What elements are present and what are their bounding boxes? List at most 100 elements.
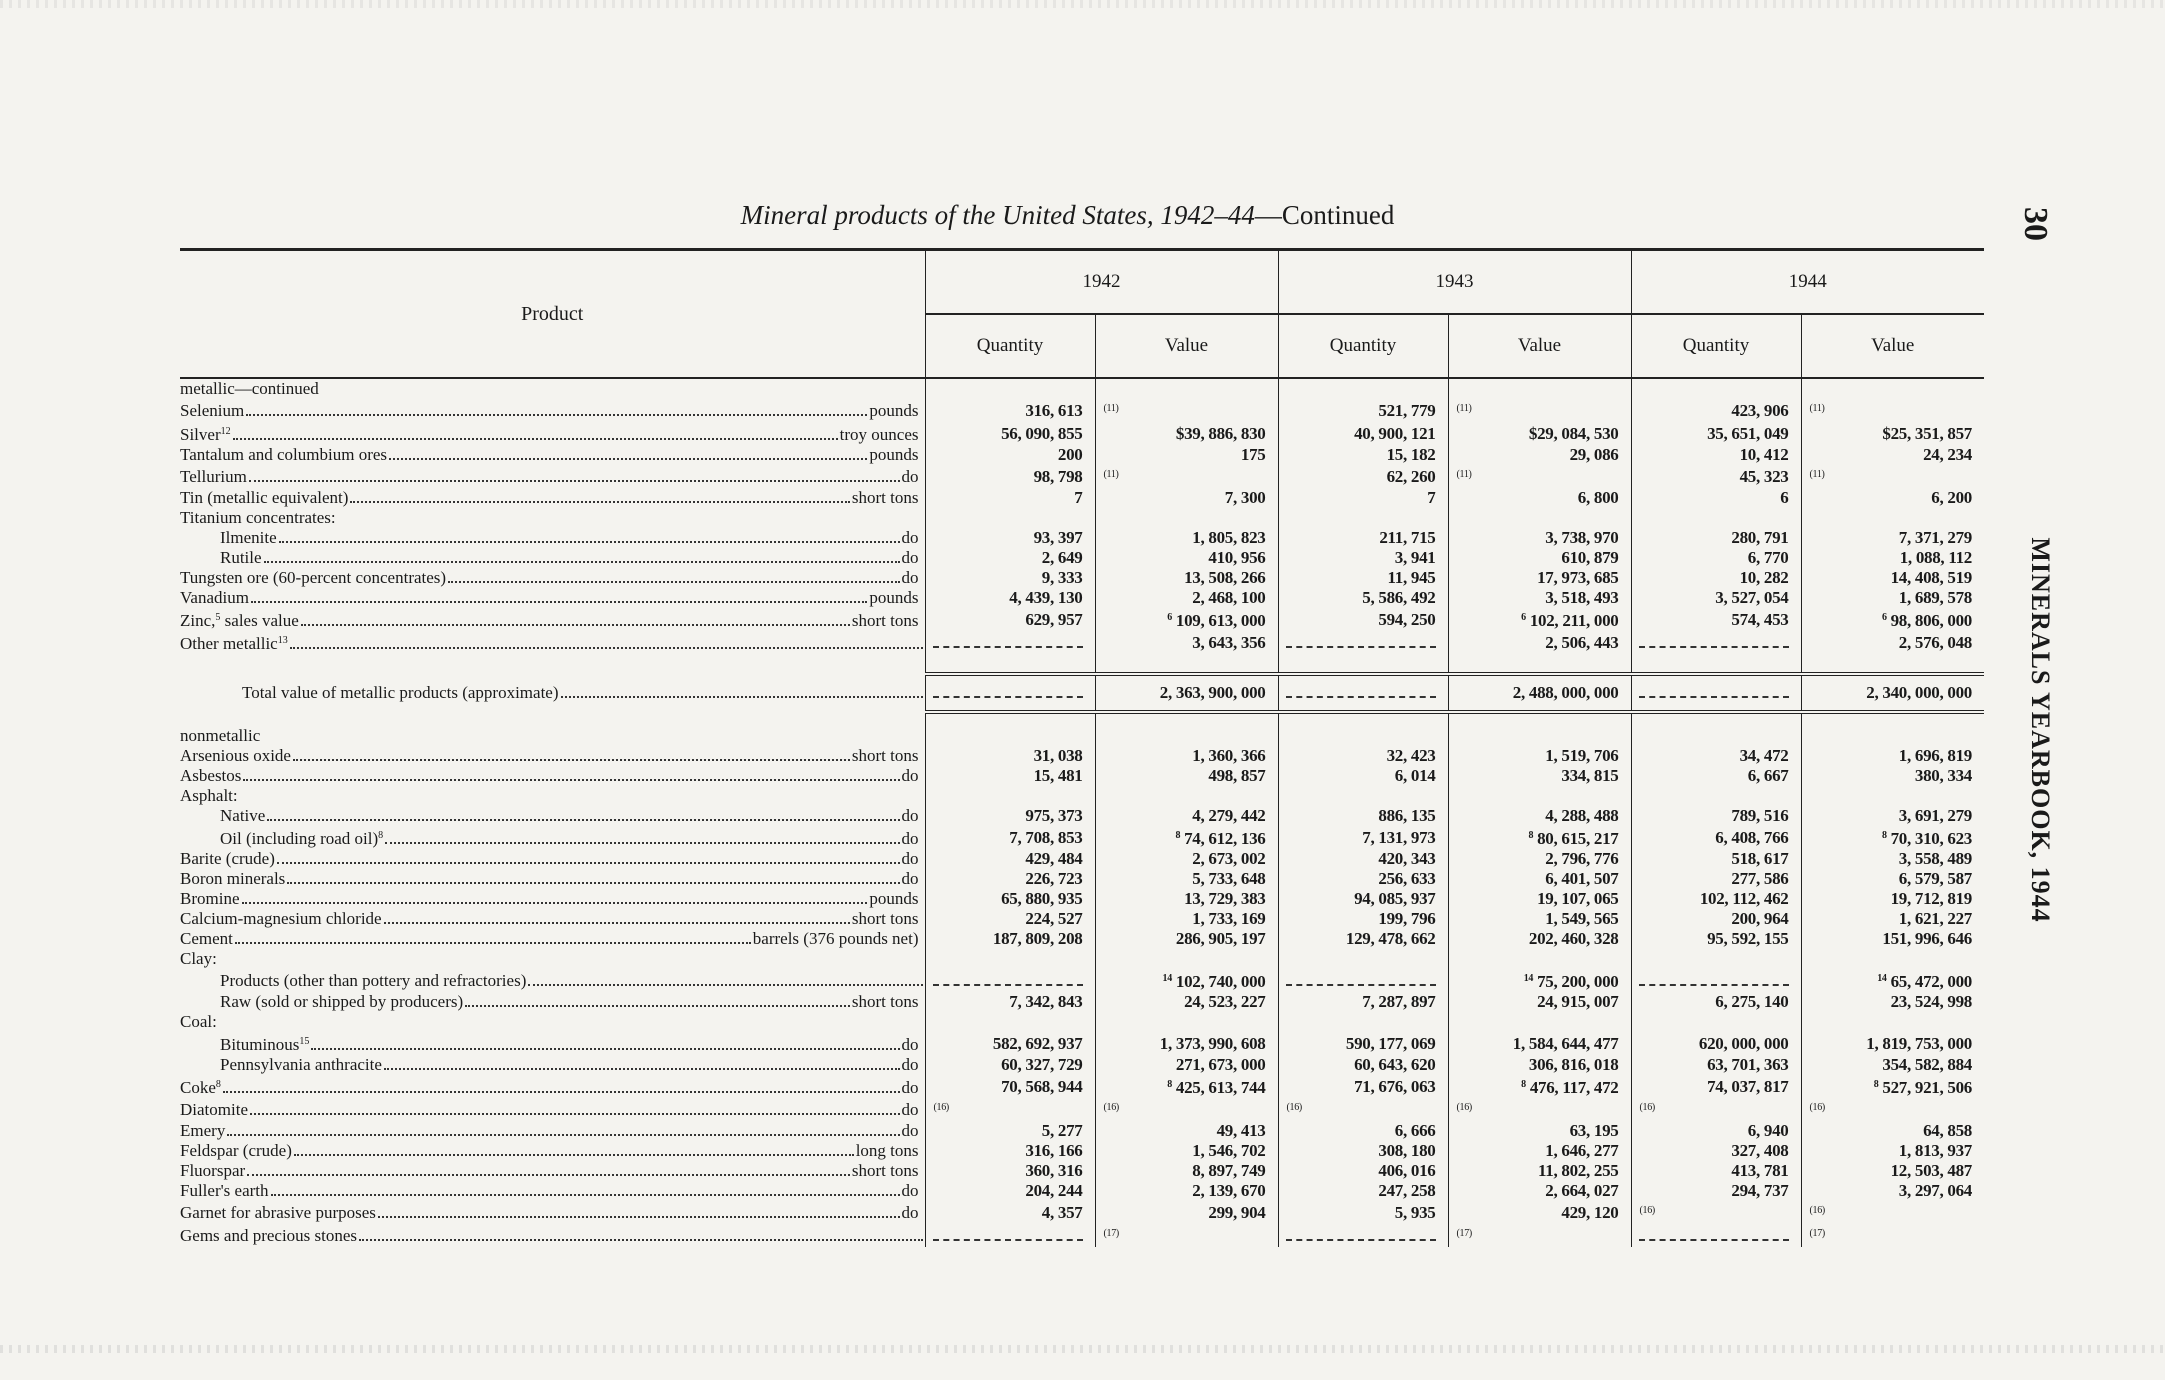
cell-value: 476, 117, 472: [1529, 1078, 1619, 1097]
product-cell: Products (other than pottery and refract…: [180, 969, 925, 992]
value-1942-cell: $39, 886, 830: [1094, 422, 1278, 445]
quantity-1943-cell: 308, 180: [1277, 1141, 1448, 1161]
quantity-1942-cell: 93, 397: [924, 528, 1095, 548]
quantity-1943-cell: 211, 715: [1277, 528, 1448, 548]
table-row: Vanadium pounds 4, 439, 130 2, 468, 100 5, 5…: [180, 588, 1984, 608]
cell-value: 6, 014: [1394, 766, 1436, 785]
cell-value: 129, 478, 662: [1345, 929, 1436, 948]
quantity-1943-cell: 594, 250: [1277, 608, 1448, 631]
quantity-1944-cell: 277, 586: [1630, 869, 1801, 889]
product-cell: Clay:: [180, 949, 925, 969]
quantity-1944-cell: 327, 408: [1630, 1141, 1801, 1161]
value-1943-cell: 63, 195: [1447, 1121, 1631, 1141]
footnote-ref: 5: [215, 612, 221, 623]
footnote-ref: 8: [1521, 1079, 1526, 1090]
empty-cell: [924, 378, 1095, 399]
cell-value: 4, 439, 130: [1009, 588, 1083, 607]
value-1943-cell: 6 102, 211, 000: [1447, 608, 1631, 631]
value-1943-cell: (11): [1447, 465, 1631, 488]
product-name-text: Rutile: [220, 548, 262, 567]
product-name: Fluorspar: [180, 1161, 245, 1181]
footnote-ref: 8: [1167, 1079, 1172, 1090]
dot-leader: [311, 1048, 900, 1050]
table-row: Zinc,5 sales value short tons 629, 957 6 10…: [180, 608, 1984, 631]
cell-value: 247, 258: [1378, 1181, 1436, 1200]
cell-value: 45, 323: [1739, 466, 1789, 486]
quantity-1943-cell: 406, 016: [1277, 1161, 1448, 1181]
dot-leader: [278, 541, 900, 543]
table-row: Oil (including road oil)8 do 7, 708, 853 8 …: [180, 826, 1984, 849]
dot-leader: [227, 1134, 900, 1136]
product-cell: Garnet for abrasive purposes do: [180, 1201, 925, 1224]
cell-value: 6, 579, 587: [1898, 869, 1973, 888]
quantity-1944-cell: 45, 323: [1630, 465, 1801, 488]
quantity-1942-cell: 226, 723: [924, 869, 1095, 889]
dot-leader: [465, 1005, 850, 1007]
cell-value: 594, 250: [1378, 609, 1436, 629]
empty-cell: [924, 726, 1095, 746]
cell-value: 200, 964: [1731, 909, 1789, 928]
empty-cell: [1447, 949, 1631, 969]
product-name-text: Asbestos: [180, 766, 242, 785]
quantity-1942-cell: [924, 969, 1095, 992]
cell-value: 294, 737: [1731, 1181, 1789, 1200]
table-row: Other metallic13 3, 643, 356 2, 506, 443 2,…: [180, 631, 1984, 654]
value-1943-cell: (11): [1447, 399, 1631, 422]
quantity-1942-cell: [924, 1224, 1095, 1247]
table-row: Garnet for abrasive purposes do 4, 357 299,…: [180, 1201, 1984, 1224]
value-1942-cell: 2, 673, 002: [1094, 849, 1278, 869]
value-1943-cell: 334, 815: [1447, 766, 1631, 786]
product-name-text: Arsenious oxide: [180, 746, 291, 765]
quantity-1944-cell: 413, 781: [1630, 1161, 1801, 1181]
table-row: Tellurium do 98, 798 (11) 62, 260 (11) 45, 323…: [180, 465, 1984, 488]
dashed-placeholder: [1285, 636, 1436, 648]
dot-leader: [276, 862, 900, 864]
quantity-1942-cell: 98, 798: [924, 465, 1095, 488]
cell-value: 60, 643, 620: [1354, 1055, 1436, 1074]
cell-value: 410, 956: [1208, 548, 1266, 567]
cell-value: 975, 373: [1025, 806, 1083, 825]
product-cell: Arsenious oxide short tons: [180, 746, 925, 766]
cell-value: 429, 120: [1561, 1202, 1619, 1222]
value-1943-cell: 1, 519, 706: [1447, 746, 1631, 766]
cell-value: 15, 481: [1033, 766, 1083, 785]
footnote-ref: 12: [220, 426, 231, 437]
cell-value: 1, 519, 706: [1545, 746, 1619, 765]
dot-leader: [383, 922, 850, 924]
value-1944-cell: 380, 334: [1800, 766, 1984, 786]
cell-value: 204, 244: [1025, 1181, 1083, 1200]
dashed-placeholder: [1285, 974, 1436, 986]
cell-value: 1, 621, 227: [1898, 909, 1973, 928]
table-row: Tungsten ore (60-percent concentrates) do…: [180, 568, 1984, 588]
quantity-1942-cell: 429, 484: [924, 849, 1095, 869]
value-1942-cell: 24, 523, 227: [1094, 992, 1278, 1012]
cell-value: 2, 673, 002: [1192, 849, 1266, 868]
product-label: Garnet for abrasive purposes do: [180, 1203, 925, 1223]
product-label: Cement barrels (376 pounds net): [180, 929, 925, 949]
product-cell: Feldspar (crude) long tons: [180, 1141, 925, 1161]
cell-value: 187, 809, 208: [992, 929, 1083, 948]
product-label: Arsenious oxide short tons: [180, 746, 925, 766]
empty-cell: [1277, 378, 1448, 399]
cell-value: 574, 453: [1731, 609, 1789, 629]
value-1944-cell: 19, 712, 819: [1800, 889, 1984, 909]
quantity-1943-cell: [1277, 631, 1448, 654]
product-name-text: Tungsten ore (60-percent concentrates): [180, 568, 447, 587]
quantity-1944-cell: (16): [1630, 1201, 1801, 1224]
quantity-1944-cell: 10, 282: [1630, 568, 1801, 588]
empty-cell: [924, 786, 1095, 806]
footnote-ref: (11): [1103, 403, 1119, 414]
empty-cell: [1277, 654, 1448, 674]
unit-label: do: [901, 829, 919, 848]
table-row: Cement barrels (376 pounds net) 187, 809, …: [180, 929, 1984, 949]
quantity-1942-cell: 316, 613: [924, 399, 1095, 422]
cell-value: 8, 897, 749: [1192, 1161, 1266, 1180]
footnote-ref: 14: [1523, 973, 1534, 984]
cell-value: 280, 791: [1731, 528, 1789, 547]
value-1943-cell: 2, 506, 443: [1447, 631, 1631, 654]
value-1944-cell: 6, 579, 587: [1800, 869, 1984, 889]
cell-value: 1, 646, 277: [1545, 1141, 1619, 1160]
quantity-1944-cell: 200, 964: [1630, 909, 1801, 929]
cell-value: 226, 723: [1025, 869, 1083, 888]
dot-leader: [248, 479, 900, 482]
